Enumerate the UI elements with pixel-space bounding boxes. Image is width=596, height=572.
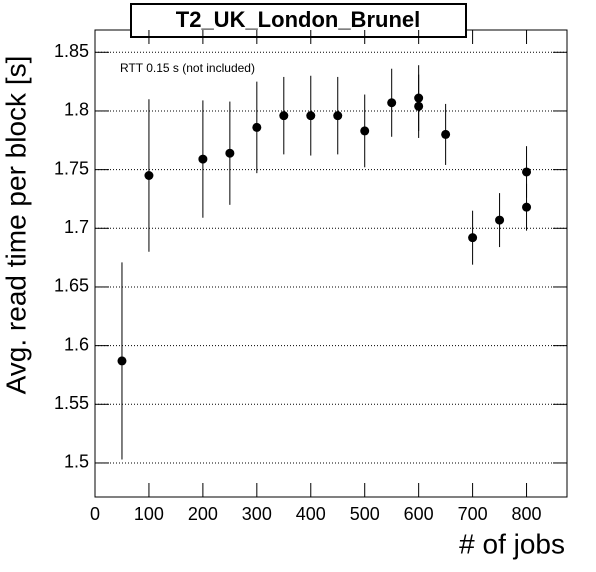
y-tick-label: 1.8 — [64, 100, 89, 120]
y-tick-label: 1.7 — [64, 217, 89, 237]
x-tick-label: 700 — [458, 504, 488, 524]
x-tick-label: 100 — [134, 504, 164, 524]
point — [441, 129, 451, 139]
x-tick-label: 500 — [350, 504, 380, 524]
y-axis-label: Avg. read time per block [s] — [0, 56, 31, 395]
x-tick-label: 300 — [242, 504, 272, 524]
point — [360, 126, 370, 136]
x-tick-label: 800 — [512, 504, 542, 524]
point — [495, 215, 505, 225]
point — [468, 233, 478, 243]
x-tick-label: 200 — [188, 504, 218, 524]
y-tick-label: 1.65 — [54, 276, 89, 296]
y-tick-label: 1.5 — [64, 452, 89, 472]
point — [279, 111, 289, 121]
point — [117, 356, 127, 366]
x-tick-label: 0 — [90, 504, 100, 524]
x-tick-label: 600 — [404, 504, 434, 524]
point — [414, 93, 424, 103]
annotation: RTT 0.15 s (not included) — [120, 61, 255, 75]
y-tick-label: 1.75 — [54, 158, 89, 178]
point — [225, 148, 235, 158]
point — [522, 202, 532, 212]
chart-title: T2_UK_London_Brunel — [176, 7, 420, 32]
point — [198, 154, 208, 164]
point — [306, 111, 316, 121]
y-tick-label: 1.55 — [54, 393, 89, 413]
y-tick-label: 1.85 — [54, 41, 89, 61]
point — [522, 167, 532, 177]
point — [387, 98, 397, 108]
x-axis-label: # of jobs — [459, 528, 565, 559]
y-tick-label: 1.6 — [64, 334, 89, 354]
point — [144, 170, 154, 180]
plot-frame — [94, 29, 568, 498]
x-tick-label: 400 — [296, 504, 326, 524]
point — [333, 111, 343, 121]
point — [252, 122, 262, 132]
title-box — [130, 3, 467, 38]
